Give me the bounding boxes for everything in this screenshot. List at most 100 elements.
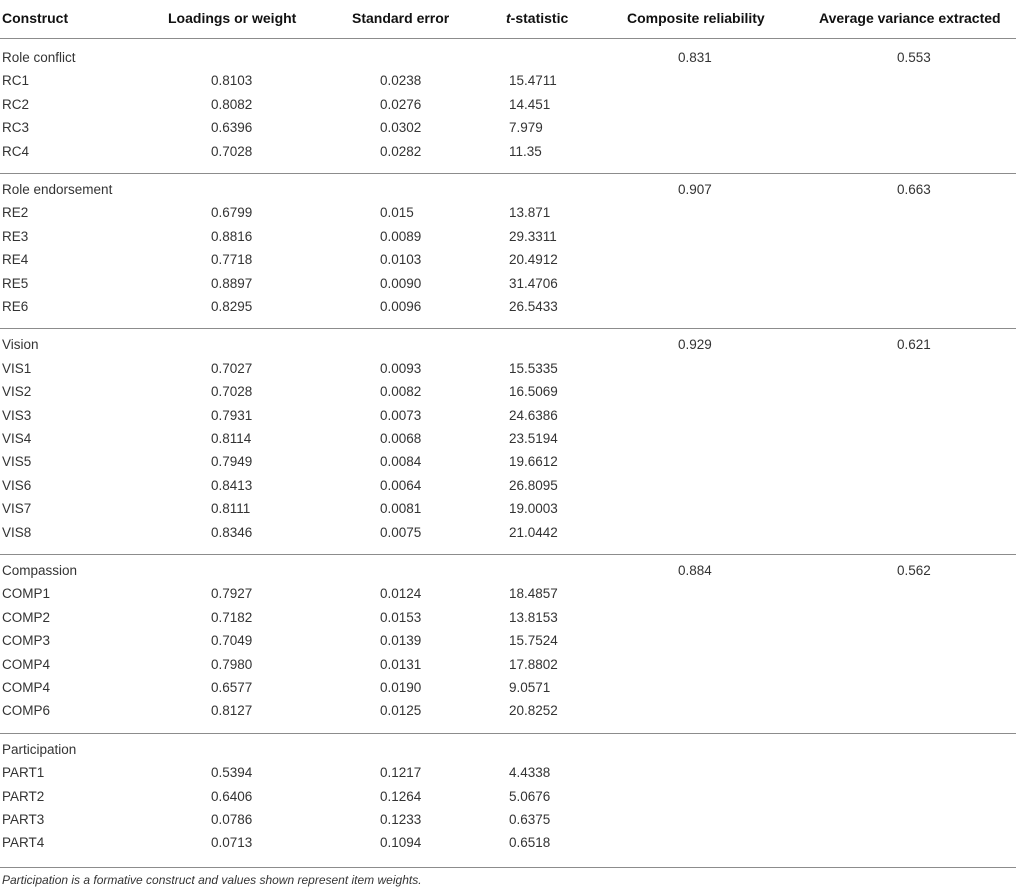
composite-reliability-value: 0.929 (678, 337, 712, 353)
header-composite-reliability: Composite reliability (627, 10, 765, 26)
t-statistic-value: 17.8802 (509, 656, 558, 672)
header-standard-error: Standard error (352, 10, 450, 26)
item-label: VIS7 (2, 501, 32, 517)
t-statistic-value: 20.4912 (509, 252, 558, 268)
item-label: COMP4 (2, 680, 51, 695)
standard-error-value: 0.1233 (380, 812, 422, 827)
loading-value: 0.8346 (211, 524, 253, 540)
standard-error-value: 0.0082 (380, 384, 422, 400)
group-divider (0, 732, 1016, 734)
standard-error-value: 0.1264 (380, 788, 422, 804)
t-statistic-value: 0.6518 (509, 835, 551, 851)
item-label: COMP1 (2, 586, 51, 602)
loading-value: 0.7028 (211, 384, 253, 400)
standard-error-value: 0.0190 (380, 680, 422, 695)
standard-error-value: 0.0238 (380, 73, 422, 89)
loading-value: 0.5394 (211, 765, 253, 781)
item-label: COMP2 (2, 609, 51, 625)
item-label: VIS6 (2, 477, 32, 493)
t-statistic-value: 24.6386 (509, 407, 558, 423)
t-statistic-value: 15.5335 (509, 360, 558, 376)
standard-error-value: 0.0124 (380, 586, 422, 602)
average-variance-value: 0.553 (897, 50, 931, 65)
construct-name: Role conflict (2, 50, 76, 65)
t-statistic-value: 31.4706 (509, 275, 558, 291)
loading-value: 0.7949 (211, 454, 253, 470)
header-t-italic: t (506, 10, 511, 26)
standard-error-value: 0.0125 (380, 703, 422, 719)
t-statistic-value: 13.8153 (509, 609, 558, 625)
t-statistic-value: 19.6612 (509, 454, 558, 470)
standard-error-value: 0.0084 (380, 454, 422, 470)
item-label: PART4 (2, 835, 45, 851)
t-statistic-value: 0.6375 (509, 812, 551, 827)
t-statistic-value: 11.35 (509, 143, 542, 159)
t-statistic-value: 23.5194 (509, 431, 558, 446)
t-statistic-value: 14.451 (509, 96, 551, 112)
construct-name: Compassion (2, 563, 78, 578)
header-t-statistic: t-statistic (506, 10, 568, 26)
item-label: PART3 (2, 812, 45, 827)
average-variance-value: 0.562 (897, 563, 931, 578)
standard-error-value: 0.0093 (380, 360, 422, 376)
standard-error-value: 0.0064 (380, 477, 422, 493)
loading-value: 0.6577 (211, 680, 253, 695)
item-label: RC3 (2, 120, 30, 136)
construct-name: Role endorsement (2, 182, 113, 197)
standard-error-value: 0.1094 (380, 835, 422, 851)
loading-value: 0.7182 (211, 609, 253, 625)
header-average-variance: Average variance extracted (819, 10, 1001, 26)
t-statistic-value: 20.8252 (509, 703, 558, 719)
loading-value: 0.7980 (211, 656, 253, 672)
group-divider (0, 328, 1016, 330)
construct-name: Vision (2, 337, 39, 353)
t-statistic-value: 29.3311 (509, 228, 557, 244)
item-label: RE5 (2, 275, 29, 291)
t-statistic-value: 26.5433 (509, 299, 558, 314)
item-label: VIS2 (2, 384, 32, 400)
standard-error-value: 0.0302 (380, 120, 422, 136)
t-statistic-value: 4.4338 (509, 765, 551, 781)
item-label: RE2 (2, 205, 29, 221)
item-label: RE6 (2, 299, 29, 314)
item-label: VIS8 (2, 524, 32, 540)
t-statistic-value: 16.5069 (509, 384, 558, 400)
loading-value: 0.6799 (211, 205, 253, 221)
average-variance-value: 0.621 (897, 337, 931, 353)
item-label: COMP6 (2, 703, 51, 719)
item-label: RC1 (2, 73, 30, 89)
item-label: VIS4 (2, 431, 32, 446)
t-statistic-value: 26.8095 (509, 477, 558, 493)
standard-error-value: 0.0089 (380, 228, 422, 244)
loading-value: 0.8816 (211, 228, 253, 244)
table-footnote: Participation is a formative construct a… (2, 873, 422, 887)
t-statistic-value: 21.0442 (509, 524, 558, 540)
item-label: RE4 (2, 252, 29, 268)
t-statistic-value: 5.0676 (509, 788, 551, 804)
loading-value: 0.0713 (211, 835, 253, 851)
t-statistic-value: 19.0003 (509, 501, 558, 517)
item-label: RC2 (2, 96, 30, 112)
loading-value: 0.7927 (211, 586, 253, 602)
standard-error-value: 0.0131 (380, 656, 422, 672)
loading-value: 0.7718 (211, 252, 253, 268)
t-statistic-value: 7.979 (509, 120, 543, 136)
standard-error-value: 0.1217 (380, 765, 422, 781)
group-divider (0, 173, 1016, 174)
item-label: PART2 (2, 788, 45, 804)
header-rule (0, 38, 1016, 39)
t-statistic-value: 13.871 (509, 205, 551, 221)
loading-value: 0.8114 (211, 431, 252, 446)
header-t-rest: -statistic (510, 10, 569, 26)
loading-value: 0.8413 (211, 477, 253, 493)
item-label: VIS1 (2, 360, 32, 376)
standard-error-value: 0.0276 (380, 96, 422, 112)
composite-reliability-value: 0.907 (678, 182, 712, 197)
loading-value: 0.6406 (211, 788, 253, 804)
item-label: COMP4 (2, 656, 51, 672)
header-loadings: Loadings or weight (168, 10, 297, 26)
average-variance-value: 0.663 (897, 182, 931, 197)
item-label: VIS5 (2, 454, 32, 470)
loading-value: 0.7931 (211, 407, 253, 423)
t-statistic-value: 9.0571 (509, 680, 551, 695)
